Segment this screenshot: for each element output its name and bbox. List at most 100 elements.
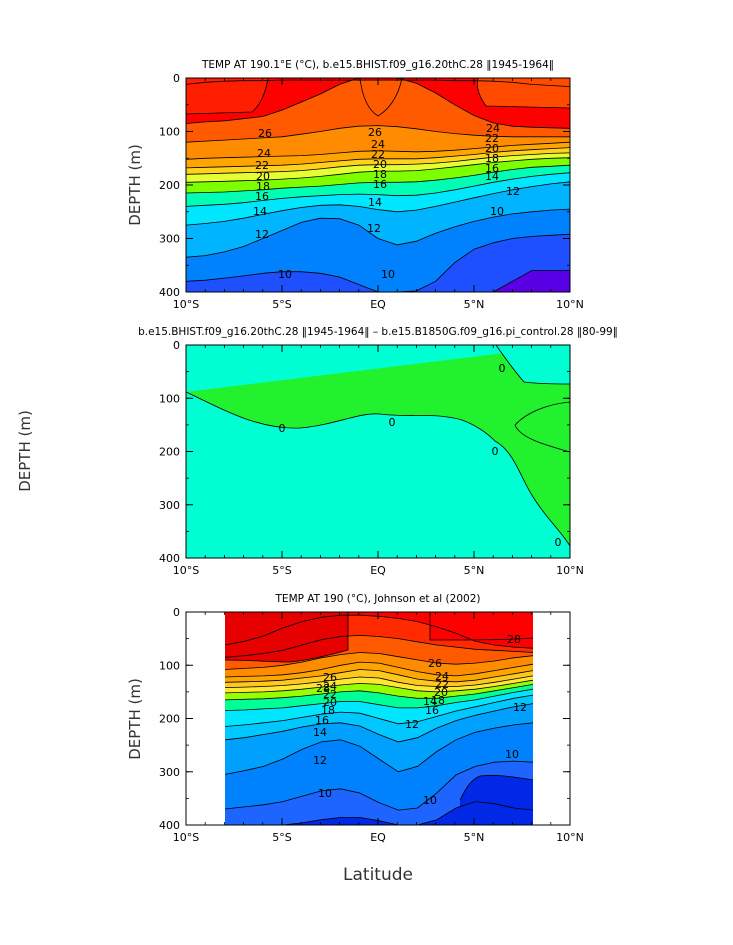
isotherm-east bbox=[429, 612, 533, 641]
contour-label: 20 bbox=[323, 696, 337, 709]
contour-label: 0 bbox=[492, 445, 499, 458]
isotherm-16 bbox=[186, 164, 570, 194]
isotherm-27 bbox=[186, 78, 570, 129]
isotherm bbox=[225, 614, 533, 649]
panel-b-title: b.e15.BHIST.f09_g16.20thC.28 ‖1945-1964‖… bbox=[138, 326, 618, 338]
x-tick-label: 10°N bbox=[556, 831, 584, 844]
isotherm-27-east bbox=[477, 78, 570, 109]
contour-label: 24 bbox=[486, 122, 500, 135]
y-tick-label: 200 bbox=[159, 713, 180, 726]
isotherm bbox=[225, 675, 533, 688]
y-tick-label: 400 bbox=[159, 552, 180, 565]
isotherm-west bbox=[225, 612, 349, 663]
panel-a-contour-labels: 2624222018161412102624222018161412102422… bbox=[253, 122, 520, 281]
panel-b-axes: 10°S 5°S EQ 5°N 10°N 0 100 200 300 400 bbox=[159, 339, 584, 577]
isotherm bbox=[225, 760, 533, 811]
isotherm-8 bbox=[186, 270, 570, 292]
contour-label: 16 bbox=[485, 162, 499, 175]
contour-label: 14 bbox=[368, 196, 382, 209]
positive-region bbox=[186, 345, 570, 546]
x-tick-label: EQ bbox=[370, 831, 386, 844]
y-tick-label: 0 bbox=[173, 606, 180, 619]
y-tick-label: 400 bbox=[159, 286, 180, 299]
contour-label: 22 bbox=[255, 159, 269, 172]
isotherm bbox=[225, 679, 533, 694]
contour-label: 22 bbox=[435, 678, 449, 691]
isotherm bbox=[225, 801, 533, 825]
contour-label: 14 bbox=[253, 205, 267, 218]
contour-label: 18 bbox=[485, 152, 499, 165]
zero-contour-top bbox=[495, 345, 570, 385]
contour-label: 10 bbox=[278, 268, 292, 281]
contour-label: 24 bbox=[371, 138, 385, 151]
temp-band-fill bbox=[186, 78, 570, 129]
contour-label: 26 bbox=[323, 671, 337, 684]
contour-label: 10 bbox=[423, 794, 437, 807]
cold-pool bbox=[460, 775, 533, 825]
x-tick-label: 10°N bbox=[556, 298, 584, 311]
warm-pool-east bbox=[477, 78, 570, 108]
near-zero-region-top-right bbox=[496, 345, 570, 384]
panel-c-contour-labels: 2826242220181614121028262422201816141210… bbox=[313, 633, 527, 807]
isotherm-22 bbox=[186, 147, 570, 169]
x-tick-label: 5°S bbox=[272, 831, 291, 844]
y-tick-label: 300 bbox=[159, 233, 180, 246]
contour-label: 26 bbox=[368, 126, 382, 139]
contour-label: 24 bbox=[323, 680, 337, 693]
contour-label: 12 bbox=[367, 222, 381, 235]
y-tick-label: 0 bbox=[173, 339, 180, 352]
isotherm-20 bbox=[186, 152, 570, 175]
contour-label: 10 bbox=[490, 205, 504, 218]
panel-b-ylabel: DEPTH (m) bbox=[16, 410, 34, 492]
panel-c-ylabel: DEPTH (m) bbox=[126, 678, 144, 760]
contour-label: 16 bbox=[255, 190, 269, 203]
contour-label: 24 bbox=[257, 147, 271, 160]
contour-label: 24 bbox=[435, 670, 449, 683]
isotherm bbox=[225, 722, 533, 775]
contour-label: 12 bbox=[506, 185, 520, 198]
isotherm bbox=[225, 652, 533, 670]
contour-label: 18 bbox=[256, 180, 270, 193]
isotherm bbox=[225, 684, 533, 701]
contour-label: 0 bbox=[555, 536, 562, 549]
contour-label: 20 bbox=[256, 170, 270, 183]
warm-pool-west bbox=[186, 78, 268, 114]
panel-b-contour-fills bbox=[186, 345, 570, 558]
isotherm-26 bbox=[186, 125, 570, 143]
isotherm bbox=[225, 703, 533, 743]
contour-label: 0 bbox=[389, 416, 396, 429]
y-tick-label: 300 bbox=[159, 766, 180, 779]
contour-label: 10 bbox=[381, 268, 395, 281]
contour-label: 28 bbox=[316, 682, 330, 695]
contour-label: 12 bbox=[405, 718, 419, 731]
panel-observed-temperature: TEMP AT 190 (°C), Johnson et al (2002) 2… bbox=[126, 593, 584, 844]
isotherm-cold bbox=[459, 775, 533, 801]
contour-label: 22 bbox=[485, 132, 499, 145]
isotherm-10 bbox=[186, 208, 570, 258]
contour-label: 18 bbox=[431, 694, 445, 707]
contour-label: 14 bbox=[423, 695, 437, 708]
x-tick-label: EQ bbox=[370, 564, 386, 577]
contour-label: 16 bbox=[373, 178, 387, 191]
y-tick-label: 100 bbox=[159, 392, 180, 405]
contour-label: 20 bbox=[373, 158, 387, 171]
panel-c-axes: 10°S 5°S EQ 5°N 10°N 0 100 200 300 400 bbox=[159, 606, 584, 844]
warm-pool-west bbox=[225, 612, 348, 662]
contour-label: 20 bbox=[485, 142, 499, 155]
panel-b-contour-labels: 0 0 0 0 0 bbox=[279, 362, 562, 549]
panel-c-contour-lines bbox=[225, 612, 533, 825]
isotherm bbox=[225, 669, 533, 683]
contour-label: 18 bbox=[321, 704, 335, 717]
contour-label: 26 bbox=[258, 127, 272, 140]
x-axis-label: Latitude bbox=[343, 865, 413, 885]
isotherm-14 bbox=[186, 172, 570, 207]
isotherm-18 bbox=[186, 157, 570, 183]
x-tick-label: 10°N bbox=[556, 564, 584, 577]
contour-label: 12 bbox=[255, 228, 269, 241]
contour-label: 22 bbox=[323, 688, 337, 701]
isotherm bbox=[225, 634, 533, 658]
contour-label: 10 bbox=[505, 748, 519, 761]
x-tick-label: 5°N bbox=[464, 564, 485, 577]
contour-label: 18 bbox=[373, 168, 387, 181]
